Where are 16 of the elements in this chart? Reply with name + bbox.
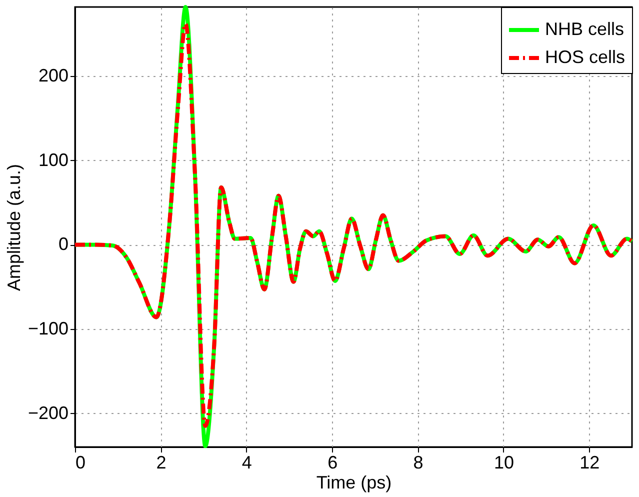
x-axis-title: Time (ps) [316,472,392,492]
x-tick-label: 4 [242,452,252,472]
y-tick-label: 100 [38,150,68,170]
x-tick-label: 8 [413,452,424,472]
y-axis-title: Amplitude (a.u.) [4,164,24,292]
x-tick-label: 2 [156,452,166,472]
x-tick-label: 10 [494,452,514,472]
legend-label: HOS cells [545,47,626,67]
y-tick-label: −100 [28,318,68,338]
x-tick-label: 0 [76,452,86,472]
x-tick-label: 12 [580,452,600,472]
legend-label: NHB cells [545,19,624,39]
y-tick-label: −200 [28,402,68,423]
x-tick-label: 6 [328,452,338,472]
y-tick-label: 0 [58,234,68,254]
y-tick-label: 200 [38,66,68,86]
